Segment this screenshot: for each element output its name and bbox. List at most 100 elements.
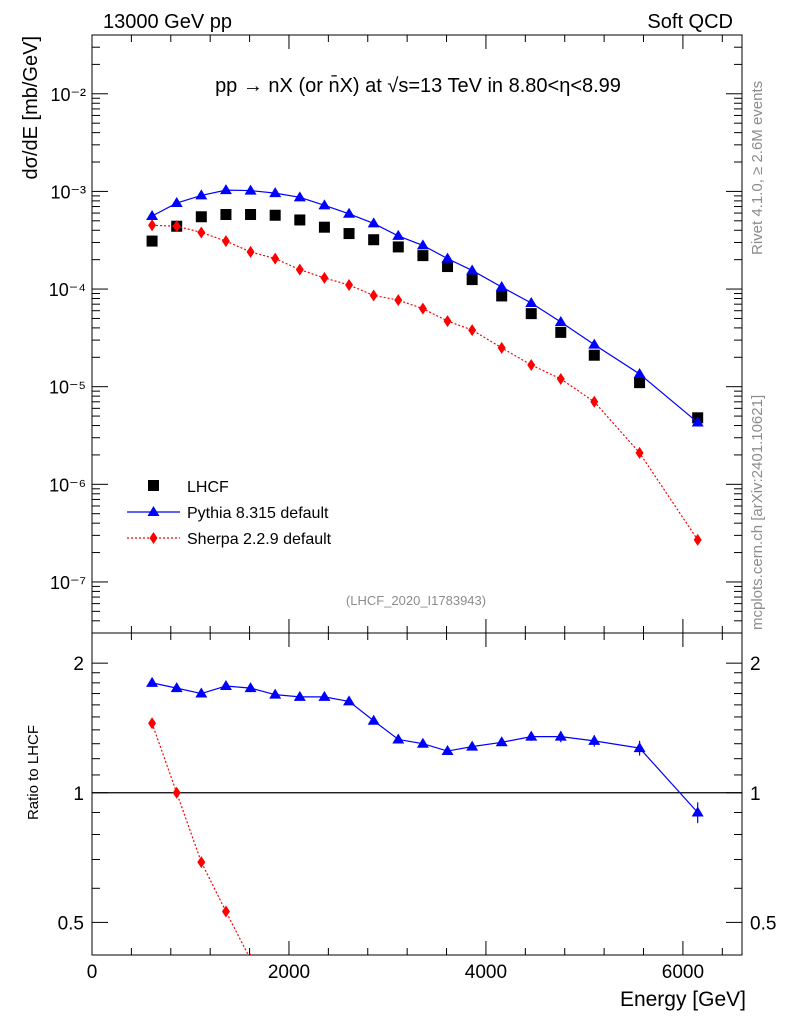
x-axis-label: Energy [GeV] [620,988,746,1011]
ratio-point [293,690,306,701]
series-2 [148,219,702,546]
ratio-point [633,742,646,753]
data-point [525,308,537,320]
ratio-point [148,717,157,730]
data-point [441,252,454,263]
data-point [495,280,508,291]
data-point [269,209,281,221]
main-plot-series [146,184,704,546]
data-point [466,264,479,275]
data-point [195,189,208,200]
ratio-point [466,740,479,751]
data-point [392,229,405,240]
data-point [496,290,508,302]
x-tick-label: 4000 [465,962,507,983]
data-point [633,367,646,378]
ratio-y-axis-label: Ratio to LHCF [25,725,42,820]
data-point [555,326,567,338]
data-point [219,184,232,195]
data-point [368,234,380,246]
ratio-y-tick-label-right: 0.5 [750,913,776,934]
energy-label: 13000 GeV pp [103,11,232,33]
series-0 [146,209,704,424]
ratio-line [151,723,249,955]
data-point [369,289,378,302]
ratio-plot-frame [91,632,743,956]
data-point [588,338,601,349]
data-point [271,252,280,265]
data-point [691,416,704,427]
data-point [244,184,257,195]
data-point [527,358,536,371]
main-axis-ticks: 10⁻² 10⁻³ 10⁻⁴ 10⁻⁵ 10⁻⁶ 10⁻⁷ [49,34,742,634]
ratio-point [525,730,538,741]
data-point [195,211,207,223]
y-axis-label: dσ/dE [mb/GeV] [20,36,42,180]
data-point [172,220,181,233]
data-point [295,263,304,276]
ratio-axis-ticks: 0.5 0.5 1 1 2 2 0 2000 4000 6000 [58,633,776,983]
ratio-point [367,714,380,725]
data-point [525,296,538,307]
x-tick-label: 6000 [662,962,704,983]
ratio-point [197,856,206,869]
data-point [220,209,232,221]
legend-marker-sherpa [149,532,158,544]
ratio-point [172,786,181,799]
data-point [417,250,429,262]
series-line [152,224,699,541]
ratio-point [318,690,331,701]
data-point [392,241,404,253]
data-point [468,324,477,337]
series-line [151,189,699,423]
data-point [148,219,157,232]
data-point [170,197,183,208]
rivet-version-label: Rivet 4.1.0, ≥ 2.6M events [749,81,766,255]
analysis-id-label: (LHCF_2020_I1783943) [346,593,486,608]
ratio-y-tick-label-right: 1 [750,784,761,805]
data-point [221,235,230,248]
y-tick-label: 10⁻⁴ [49,280,86,300]
ratio-point [416,737,429,748]
data-point [418,302,427,315]
plot-title: pp → nX (or n̄X) at √s=13 TeV in 8.80<η<… [215,74,621,97]
data-point [293,191,306,202]
ratio-point [249,953,252,955]
legend-marker-pythia [147,506,160,516]
ratio-point [170,682,183,693]
category-label: Soft QCD [647,11,733,33]
legend: LHCF Pythia 8.315 default Sherpa 2.2.9 d… [127,479,332,548]
series-1 [146,184,704,427]
data-point [197,226,206,239]
ratio-series-0 [146,676,704,824]
y-tick-label: 10⁻⁶ [49,475,86,495]
legend-label-lhcf: LHCF [187,479,229,496]
data-point [343,228,355,240]
ratio-point [343,695,356,706]
ratio-point [146,676,159,687]
data-point [146,235,158,247]
data-point [245,209,257,221]
ratio-point [269,688,282,699]
y-tick-label: 10⁻⁵ [49,378,86,398]
data-point [394,294,403,307]
data-point [554,315,567,326]
data-point [466,274,478,286]
ratio-point [219,680,232,691]
data-point [590,395,599,408]
data-point [318,221,330,233]
ratio-y-tick-label: 0.5 [58,913,84,934]
x-tick-label: 2000 [268,962,310,983]
x-tick-label: 0 [87,962,98,983]
data-point [556,372,565,385]
data-point [497,341,506,354]
legend-label-pythia: Pythia 8.315 default [187,505,329,522]
ratio-y-tick-label: 2 [73,654,84,675]
ratio-point [441,745,454,756]
ratio-point [554,730,567,741]
data-point [246,245,255,258]
data-point [443,315,452,328]
data-point [320,271,329,284]
ratio-point [392,733,405,744]
